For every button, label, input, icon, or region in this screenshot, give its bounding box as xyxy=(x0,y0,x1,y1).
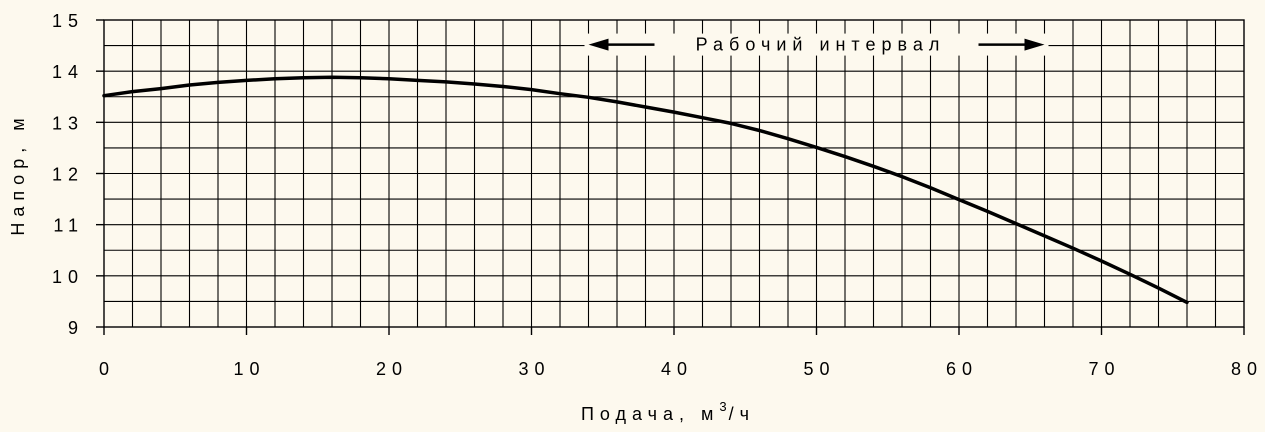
y-tick-label: 9 xyxy=(68,318,84,338)
working-interval-annotation: Рабочий интервал xyxy=(584,33,1049,56)
x-axis-label-superscript: 3 xyxy=(719,399,728,414)
x-tick-label: 20 xyxy=(376,359,408,379)
annotation-label-background xyxy=(584,33,1049,56)
x-axis-label: Подача, м3/ч xyxy=(581,399,755,424)
pump-curve-line xyxy=(102,75,1189,305)
x-axis-label-main: Подача, м xyxy=(581,404,719,424)
annotation-left-arrowhead xyxy=(588,38,609,51)
annotation-right-arrowhead xyxy=(1024,38,1045,51)
y-tick-label: 14 xyxy=(52,62,84,82)
x-tick-label: 70 xyxy=(1088,359,1120,379)
y-tick-label: 10 xyxy=(52,267,84,287)
x-axis-label-suffix: /ч xyxy=(729,404,755,424)
x-tick-label: 60 xyxy=(946,359,978,379)
y-tick-label: 11 xyxy=(53,216,84,236)
y-tick-label: 13 xyxy=(52,113,84,133)
plot-grid xyxy=(103,19,1245,328)
x-tick-label: 80 xyxy=(1231,359,1263,379)
x-tick-label: 50 xyxy=(803,359,835,379)
series-layer xyxy=(102,75,1189,305)
y-axis-ticks: 9 10 11 12 13 14 15 xyxy=(52,11,104,338)
x-axis-ticks: 0 10 20 30 40 50 60 70 80 xyxy=(99,327,1263,379)
y-tick-label: 15 xyxy=(52,11,84,31)
x-tick-label: 10 xyxy=(233,359,265,379)
x-tick-label: 0 xyxy=(99,359,115,379)
x-tick-label: 40 xyxy=(661,359,693,379)
x-tick-label: 30 xyxy=(518,359,550,379)
y-tick-label: 12 xyxy=(52,165,84,185)
y-axis-label: Напор, м xyxy=(8,112,28,235)
annotation-label: Рабочий интервал xyxy=(696,35,946,55)
